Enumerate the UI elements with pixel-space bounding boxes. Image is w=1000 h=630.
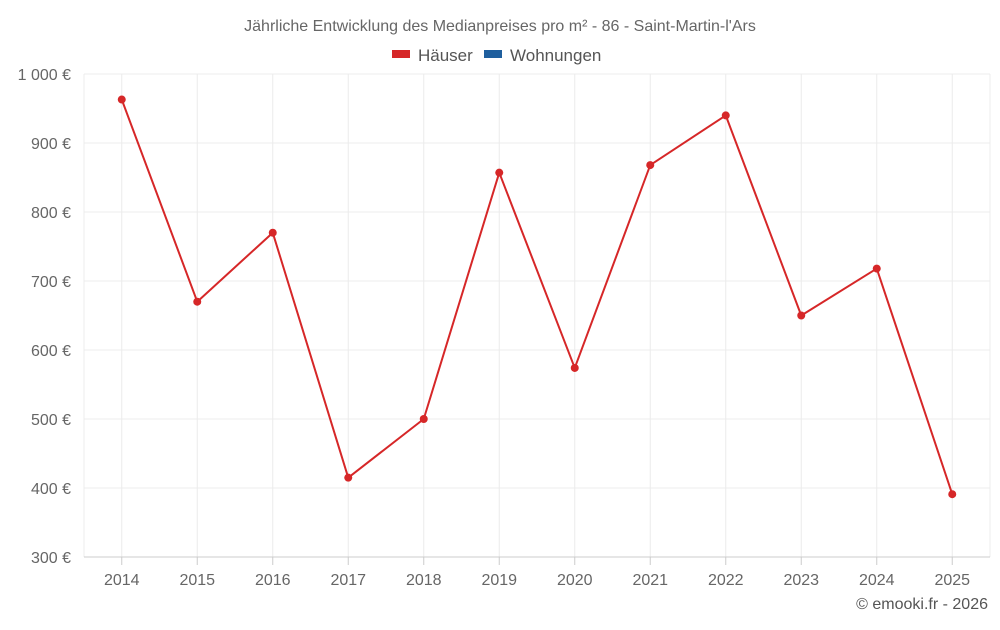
x-tick-label: 2020 (557, 572, 593, 589)
data-point[interactable] (495, 168, 504, 177)
x-tick-label: 2018 (406, 572, 442, 589)
x-tick-label: 2014 (104, 572, 140, 589)
data-point[interactable] (797, 311, 806, 320)
x-axis: 2014 2015 2016 2017 2018 2019 2020 2021 2022 2023… (84, 556, 990, 589)
x-tick-label: 2025 (934, 572, 970, 589)
series-line-haeuser (120, 99, 954, 495)
x-tick-label: 2016 (255, 572, 291, 589)
grid (83, 73, 991, 557)
y-tick-label: 300 € (31, 550, 71, 567)
y-tick-label: 500 € (31, 412, 71, 429)
data-point[interactable] (570, 363, 579, 372)
y-axis: 300 € 400 € 500 € 600 € 700 € 800 € 900 € 1 000… (18, 67, 71, 567)
y-tick-label: 800 € (31, 205, 71, 222)
legend-item-haeuser[interactable]: Häuser (392, 46, 473, 65)
y-tick-label: 600 € (31, 343, 71, 360)
x-tick-label: 2019 (481, 572, 517, 589)
x-tick-label: 2024 (859, 572, 895, 589)
legend-label-haeuser: Häuser (418, 46, 473, 65)
legend-label-wohnungen: Wohnungen (510, 46, 601, 65)
y-tick-label: 400 € (31, 481, 71, 498)
data-point[interactable] (344, 473, 353, 482)
y-tick-label: 900 € (31, 136, 71, 153)
data-point[interactable] (948, 490, 957, 499)
x-tick-label: 2022 (708, 572, 744, 589)
series-haeuser (117, 95, 957, 499)
y-tick-label: 1 000 € (18, 67, 71, 84)
data-point[interactable] (721, 111, 730, 120)
data-point[interactable] (419, 415, 428, 423)
x-tick-label: 2017 (330, 572, 366, 589)
credit-text: © emooki.fr - 2026 (856, 596, 988, 613)
x-tick-label: 2015 (179, 572, 215, 589)
x-tick-label: 2021 (632, 572, 668, 589)
data-point[interactable] (117, 95, 126, 104)
legend[interactable]: Häuser Wohnungen (392, 46, 601, 65)
legend-item-wohnungen[interactable]: Wohnungen (484, 46, 601, 65)
data-point[interactable] (872, 264, 881, 273)
chart-title: Jährliche Entwicklung des Medianpreises … (244, 18, 756, 35)
data-point[interactable] (193, 297, 202, 306)
legend-swatch-wohnungen (484, 50, 502, 58)
data-point[interactable] (646, 161, 655, 170)
x-tick-label: 2023 (783, 572, 819, 589)
y-tick-label: 700 € (31, 274, 71, 291)
legend-swatch-haeuser (392, 50, 410, 58)
data-point[interactable] (268, 228, 277, 237)
